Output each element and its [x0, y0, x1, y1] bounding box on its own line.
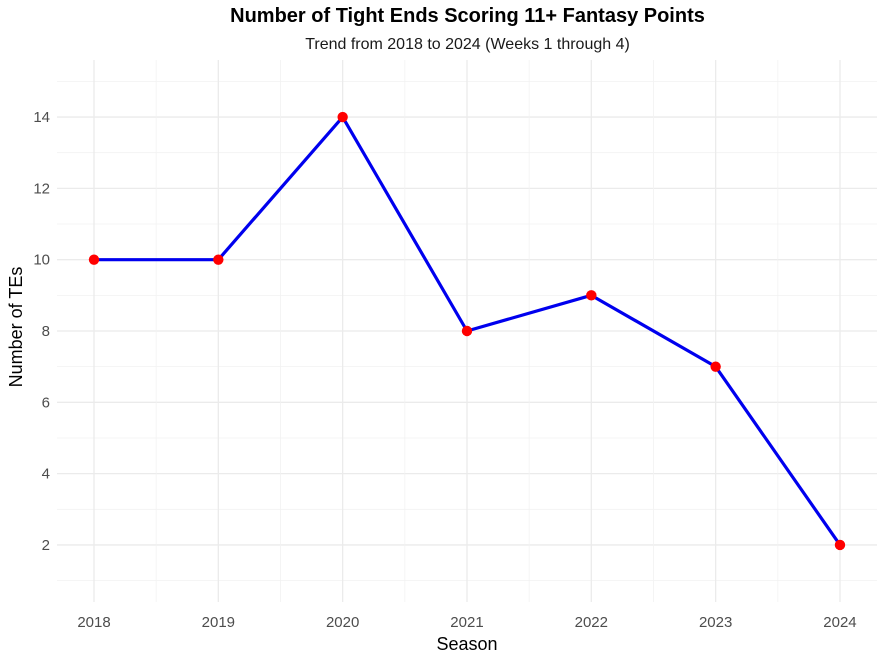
y-tick-label: 12 [33, 180, 50, 197]
y-axis-ticks: 2 4 6 8 10 12 14 [33, 109, 50, 554]
x-tick-label: 2018 [77, 614, 110, 631]
y-tick-label: 8 [42, 323, 50, 340]
data-point [710, 361, 721, 372]
x-axis-ticks: 2018 2019 2020 2021 2022 2023 2024 [77, 614, 856, 631]
x-axis-label: Season [436, 634, 497, 654]
data-point [213, 254, 224, 265]
y-tick-label: 4 [42, 466, 50, 483]
data-point [88, 254, 100, 265]
data-points [88, 111, 846, 551]
x-tick-label: 2021 [450, 614, 483, 631]
data-point [834, 539, 846, 551]
x-tick-label: 2024 [823, 614, 856, 631]
y-tick-label: 10 [33, 252, 50, 269]
y-tick-label: 6 [42, 394, 50, 411]
x-tick-label: 2023 [699, 614, 732, 631]
data-point [337, 111, 348, 123]
x-tick-label: 2020 [326, 614, 359, 631]
x-tick-label: 2022 [575, 614, 608, 631]
chart-subtitle: Trend from 2018 to 2024 (Weeks 1 through… [305, 36, 630, 53]
data-point [586, 290, 597, 301]
y-tick-label: 14 [33, 109, 50, 126]
chart-title: Number of Tight Ends Scoring 11+ Fantasy… [230, 5, 705, 27]
x-tick-label: 2019 [202, 614, 235, 631]
y-tick-label: 2 [42, 537, 50, 554]
y-axis-label: Number of TEs [6, 267, 26, 388]
data-point [461, 325, 473, 337]
grid-lines [57, 60, 877, 602]
